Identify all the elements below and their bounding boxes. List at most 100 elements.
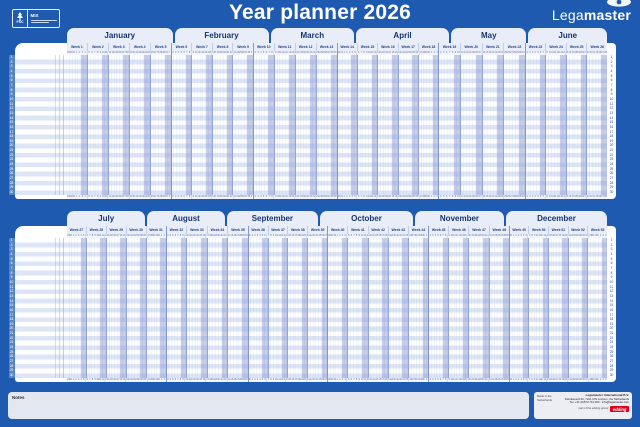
row-numbers-left: 1 2 3 4 5 6 7 8 9 10 11 12 13 14 15 16 17 18 19 20 21 22 23 24 2…	[8, 226, 15, 382]
weekend-day-cell	[604, 55, 608, 195]
day-number: 4	[351, 195, 353, 198]
day-number: 24	[227, 234, 231, 237]
day-numbers-top: 3 4 5 6 7 8 9 10 11 12 13 14 15 16 17 18 19 20 21 22 23 24 25 2…	[166, 234, 248, 238]
day-number: 23	[312, 234, 316, 237]
day-number: 20	[306, 195, 310, 198]
fsc-badge: FSC MIX	[12, 9, 60, 28]
day-number: 7	[353, 234, 355, 237]
day-number: 1	[250, 195, 253, 198]
edding-logo: edding	[610, 406, 629, 413]
day-numbers-top: 28 29 30 1 2 3 4 5 6 7 8 9 10 11 12 13 14 15 16 17 18 19 20 21 2…	[328, 234, 429, 238]
day-number: 7	[360, 195, 363, 198]
day-number: 9	[192, 195, 195, 198]
row-number-left: 21	[8, 331, 15, 336]
week-label: Week 30	[125, 226, 146, 234]
day-number: 6	[357, 195, 360, 198]
row-number-right: 17	[609, 129, 614, 134]
day-number: 21	[226, 195, 230, 198]
month-tab: December	[505, 211, 607, 226]
weekend-day-cell	[206, 55, 209, 195]
day-number-week: 28 29 30 31 1 2 3	[588, 378, 607, 382]
day-number: 20	[132, 51, 136, 54]
day-number: 19	[388, 378, 391, 381]
month-block: Week 45 Week 46 Week 47 Week 48 2 3 4 5 6 7 8 9 10 11…	[428, 226, 509, 382]
day-number: 25	[412, 195, 416, 198]
month-grid	[337, 55, 439, 195]
day-number: 9	[272, 378, 275, 381]
day-number: 29	[67, 51, 70, 54]
weekend-day-cell	[330, 55, 334, 195]
day-number: 20	[398, 195, 402, 198]
day-number: 23	[399, 234, 403, 237]
day-number: 17	[381, 234, 385, 237]
day-number: 26	[321, 378, 325, 381]
day-number: 19	[300, 234, 303, 237]
day-number: 6	[350, 378, 353, 381]
day-number: 1	[343, 195, 345, 198]
day-number: 20	[126, 234, 130, 237]
day-number: 2	[339, 234, 341, 237]
day-number: 14	[114, 51, 118, 54]
day-number: 10	[551, 195, 554, 198]
day-number: 14	[196, 378, 200, 381]
day-number: 23	[406, 195, 410, 198]
day-number: 29	[330, 234, 334, 237]
month-tab: January	[67, 28, 173, 43]
row-number-left: 4	[8, 251, 15, 257]
week-label: Week 25	[565, 43, 587, 51]
week-column	[149, 55, 171, 195]
row-number-left: 16	[8, 307, 15, 313]
weekend-day-cell	[454, 55, 457, 195]
day-number: 12	[101, 234, 105, 237]
day-number: 13	[458, 234, 462, 237]
day-number: 2	[529, 195, 531, 198]
made-in-label: Made in the Netherlands	[537, 394, 553, 402]
day-number: 11	[370, 51, 374, 54]
weeks-header-row: Week 40 Week 41 Week 42 Week 43 Week 44	[328, 226, 429, 234]
day-numbers-bottom: 30 1 2 3 4 5 6 7 8 9 10 11 12 13 14 15 16 17 18 19 20 21 22 23 2…	[509, 378, 607, 382]
weekend-day-cell	[351, 55, 355, 195]
day-number: 18	[391, 195, 395, 198]
day-number: 9	[99, 51, 102, 54]
row-number-right: 13	[609, 110, 614, 115]
day-number: 31	[72, 51, 76, 54]
day-number: 5	[522, 234, 525, 237]
row-number-right: 14	[609, 115, 614, 120]
weekend-day-cell	[475, 55, 479, 195]
day-number: 26	[241, 51, 245, 54]
weekend-day-cell	[478, 55, 482, 195]
day-number: 19	[485, 195, 489, 198]
day-number: 28	[156, 195, 160, 198]
day-number: 8	[355, 234, 358, 237]
day-number: 30	[509, 378, 513, 381]
weeks-header-row: Week 49 Week 50 Week 51 Week 52 Week 53	[509, 226, 607, 234]
row-number-left: 13	[8, 110, 15, 116]
day-number-week: 22 23 24 25 26 27 28	[585, 51, 607, 55]
day-number: 9	[365, 195, 368, 198]
day-number: 12	[366, 234, 370, 237]
day-number: 11	[98, 234, 102, 237]
day-number: 25	[322, 195, 325, 198]
day-number: 5	[354, 195, 356, 198]
day-number: 3	[167, 378, 169, 381]
day-number: 11	[280, 51, 283, 54]
day-number-week: 9 10 11 12 13 14 15	[190, 51, 211, 55]
weekend-day-cell	[309, 55, 313, 195]
day-number: 23	[399, 378, 403, 381]
day-number: 23	[497, 195, 501, 198]
day-number: 4	[351, 51, 353, 54]
week-label: Week 42	[367, 226, 388, 234]
week-label: Week 28	[85, 226, 106, 234]
week-column	[356, 55, 378, 195]
day-number: 1	[526, 195, 528, 198]
day-number: 31	[596, 234, 600, 237]
day-number: 21	[217, 234, 221, 237]
day-number: 7	[268, 195, 270, 198]
day-number-week: 24 25 26 27 28 29 30	[226, 378, 248, 382]
weeks-header-row: Week 27 Week 28 Week 29 Week 30 Week 31	[67, 226, 166, 234]
day-number: 19	[129, 51, 133, 54]
day-number: 23	[233, 195, 237, 198]
day-number: 10	[450, 378, 454, 381]
weekend-day-cell	[321, 238, 325, 378]
weeks-header-row: Week 19 Week 20 Week 21 Week 22	[439, 43, 525, 51]
